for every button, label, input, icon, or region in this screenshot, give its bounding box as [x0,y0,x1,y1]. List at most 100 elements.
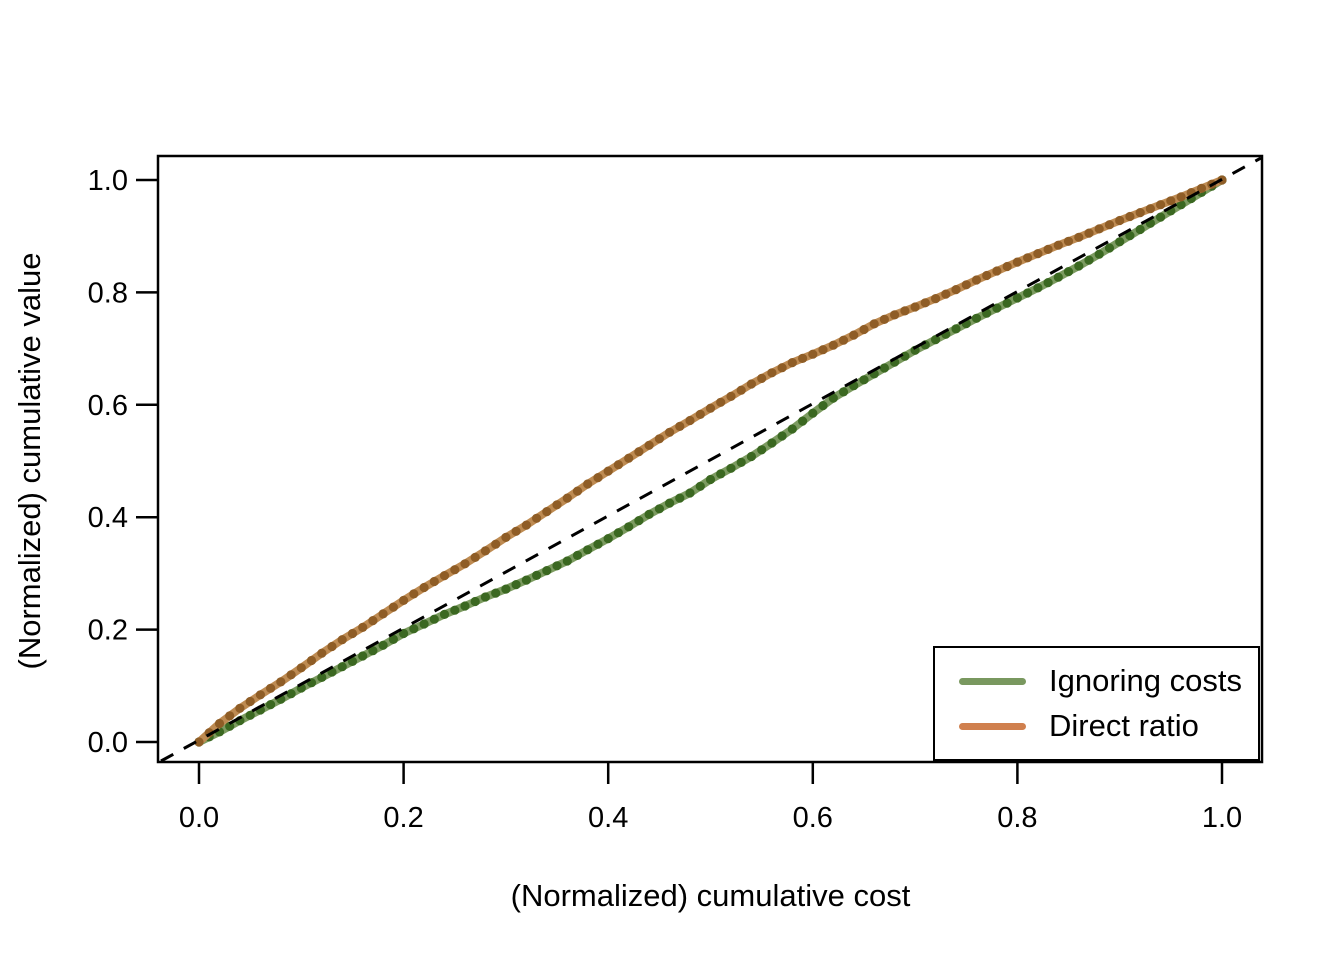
series-point-ignoring-costs [552,561,562,571]
series-point-ignoring-costs [654,504,665,514]
series-point-direct-ratio [368,616,378,626]
series-point-ignoring-costs [1156,212,1166,222]
series-point-ignoring-costs [736,457,746,467]
series-point-ignoring-costs [1176,200,1186,210]
series-point-ignoring-costs [971,313,982,323]
series-point-direct-ratio [409,589,419,599]
x-tick-label: 0.8 [997,802,1037,834]
legend-item-ignoring-costs: Ignoring costs [959,663,1258,699]
series-point-direct-ratio [429,576,439,587]
series-point-ignoring-costs [951,324,961,334]
series-point-ignoring-costs [470,596,480,607]
series-point-ignoring-costs [358,651,368,661]
series-point-direct-ratio [562,493,572,503]
legend-line-swatch-green [959,677,1026,685]
series-point-ignoring-costs [757,445,767,455]
series-point-direct-ratio [665,427,675,437]
legend-box: Ignoring costs Direct ratio [933,646,1260,761]
series-point-direct-ratio [1063,236,1074,246]
y-tick-label: 0.4 [88,502,128,534]
series-point-direct-ratio [450,565,460,575]
series-point-direct-ratio [306,655,317,666]
series-point-direct-ratio [695,409,705,419]
series-point-ignoring-costs [266,700,276,710]
y-tick-label: 0.2 [88,615,128,647]
x-axis-title: (Normalized) cumulative cost [510,878,911,913]
series-point-ignoring-costs [716,469,726,479]
series-point-direct-ratio [644,440,654,450]
series-point-direct-ratio [480,546,490,556]
series-point-direct-ratio [828,340,838,350]
series-point-ignoring-costs [828,393,838,403]
y-tick-label: 0.6 [88,390,128,422]
plot-frame [156,154,1264,764]
series-point-ignoring-costs [931,335,941,345]
series-point-ignoring-costs [726,463,736,473]
series-point-direct-ratio [521,520,532,530]
series-point-ignoring-costs [491,588,501,598]
series-point-direct-ratio [1166,196,1176,206]
series-point-ignoring-costs [992,303,1002,313]
x-tick-label: 1.0 [1202,802,1242,834]
series-point-direct-ratio [491,539,501,549]
series-point-ignoring-costs [1084,255,1094,265]
series-point-direct-ratio [511,526,521,536]
series-point-ignoring-costs [624,522,634,532]
x-tick-label: 0.4 [588,802,628,834]
series-point-ignoring-costs [685,488,695,498]
series-point-direct-ratio [746,379,757,389]
series-point-ignoring-costs [1125,231,1135,241]
series-point-direct-ratio [798,353,808,363]
series-point-ignoring-costs [675,493,685,503]
series-point-direct-ratio [296,663,306,673]
series-point-direct-ratio [255,690,265,700]
y-tick-label: 0.8 [88,277,128,309]
series-point-direct-ratio [470,552,480,563]
y-tick-label: 0.0 [88,727,128,759]
series-point-direct-ratio [552,500,562,510]
series-point-ignoring-costs [583,545,593,555]
series-point-ignoring-costs [644,509,654,519]
series-point-direct-ratio [1145,204,1155,214]
series-point-ignoring-costs [1063,267,1074,277]
series-point-direct-ratio [214,718,225,729]
series-point-ignoring-costs [562,556,572,566]
series-point-ignoring-costs [429,614,439,624]
series-point-direct-ratio [1104,220,1115,230]
series-point-ignoring-costs [368,646,378,656]
series-point-ignoring-costs [634,516,644,526]
series-point-ignoring-costs [859,375,869,385]
series-point-ignoring-costs [245,710,255,720]
series-point-direct-ratio [347,628,358,639]
series-point-ignoring-costs [777,431,787,441]
series-point-direct-ratio [613,460,624,470]
series-point-ignoring-costs [767,438,777,448]
series-point-ignoring-costs [838,387,849,397]
series-point-ignoring-costs [347,656,358,667]
series-point-direct-ratio [378,609,388,619]
series-point-direct-ratio [1043,244,1053,254]
series-point-direct-ratio [910,302,920,312]
series-point-ignoring-costs [450,605,460,615]
series-point-direct-ratio [337,635,347,645]
series-point-ignoring-costs [501,584,511,594]
series-point-direct-ratio [654,434,665,444]
legend-label-direct-ratio: Direct ratio [1049,708,1199,743]
series-point-ignoring-costs [378,640,388,650]
series-point-direct-ratio [327,641,337,652]
series-point-direct-ratio [849,330,859,340]
series-point-direct-ratio [726,391,736,401]
series-point-direct-ratio [787,358,797,368]
series-point-ignoring-costs [1002,298,1012,308]
series-point-ignoring-costs [818,401,828,411]
series-point-direct-ratio [1023,253,1033,263]
series-point-direct-ratio [1012,257,1023,267]
series-point-direct-ratio [624,453,634,463]
series-point-direct-ratio [194,737,204,747]
series-point-direct-ratio [1176,192,1186,202]
series-point-direct-ratio [235,703,245,713]
series-point-direct-ratio [716,397,726,407]
series-point-ignoring-costs [419,619,429,629]
series-point-direct-ratio [1156,200,1166,210]
